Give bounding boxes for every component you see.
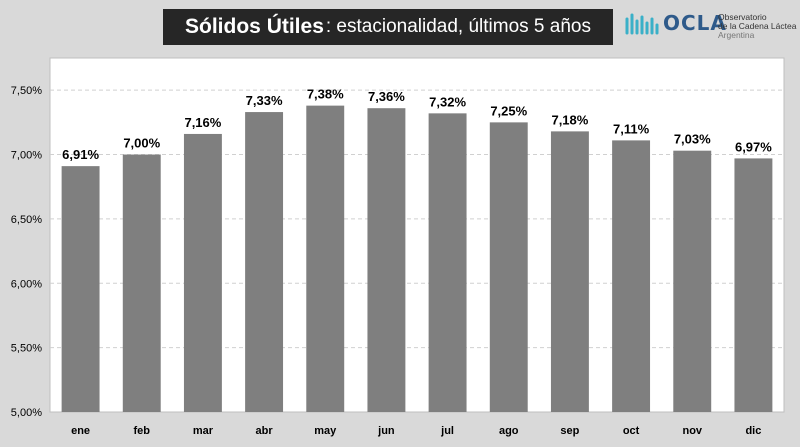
logo-subtitle-line1: Observatorio — [718, 12, 767, 22]
y-tick-label: 7,00% — [11, 150, 42, 162]
ocla-logo: OCLA Observatorio de la Cadena Láctea Ar… — [625, 9, 796, 45]
bar — [122, 154, 161, 412]
x-tick-label: nov — [682, 425, 702, 437]
x-tick-label: dic — [745, 425, 761, 437]
bar — [367, 108, 406, 412]
y-tick-label: 5,50% — [11, 343, 42, 355]
x-tick-label: oct — [623, 425, 640, 437]
data-label: 7,25% — [490, 103, 527, 118]
y-tick-label: 6,50% — [11, 214, 42, 226]
bar — [428, 113, 467, 413]
bar — [245, 112, 284, 412]
data-label: 6,91% — [62, 147, 99, 162]
x-tick-label: mar — [193, 425, 214, 437]
data-label: 7,38% — [307, 87, 344, 102]
logo-subtitle: Observatorio de la Cadena Láctea Argenti… — [718, 13, 796, 40]
bar — [489, 122, 528, 412]
wave-icon — [625, 13, 659, 35]
data-label: 7,32% — [429, 94, 466, 109]
bars — [61, 105, 773, 413]
logo-subtitle-line2: de la Cadena Láctea — [718, 21, 797, 31]
x-tick-label: may — [314, 425, 337, 437]
chart-title-bold: Sólidos Útiles — [185, 15, 324, 38]
y-tick-label: 6,00% — [11, 278, 42, 290]
data-label: 7,00% — [123, 136, 160, 151]
gridlines — [50, 89, 784, 349]
x-tick-label: abr — [256, 425, 274, 437]
data-label: 7,03% — [674, 132, 711, 147]
x-tick-label: ago — [499, 425, 519, 437]
x-tick-label: sep — [560, 425, 579, 437]
data-label: 7,16% — [184, 115, 221, 130]
x-tick-label: jul — [440, 425, 454, 437]
bar — [673, 150, 712, 412]
bar — [734, 158, 773, 412]
bar — [550, 131, 589, 412]
data-labels: 6,91% 7,00% 7,16% 7,33% 7,38% 7,36% 7,32% 7,25%… — [62, 87, 772, 163]
x-tick-label: feb — [134, 425, 151, 437]
chart-title: Sólidos Útiles: estacionalidad, últimos … — [163, 9, 613, 45]
logo-wordmark: OCLA — [663, 11, 727, 35]
y-tick-label: 5,00% — [11, 407, 42, 419]
logo-subtitle-line3: Argentina — [718, 30, 755, 40]
chart-title-rest: : estacionalidad, últimos 5 años — [325, 16, 591, 37]
data-label: 7,36% — [368, 89, 405, 104]
x-tick-label: ene — [71, 425, 90, 437]
data-label: 7,18% — [551, 112, 588, 127]
data-label: 6,97% — [735, 139, 772, 154]
data-label: 7,33% — [246, 93, 283, 108]
y-axis: 5,00% 5,50% 6,00% 6,50% 7,00% 7,50% — [11, 85, 42, 419]
y-tick-label: 7,50% — [11, 85, 42, 97]
data-label: 7,11% — [613, 121, 650, 136]
bar — [183, 133, 222, 412]
x-tick-label: jun — [377, 425, 395, 437]
bar — [61, 166, 100, 412]
x-axis: ene feb mar abr may jun jul ago sep oct nov dic — [71, 425, 761, 437]
plot-area — [49, 57, 785, 413]
bar — [612, 140, 651, 413]
bar — [306, 105, 345, 412]
